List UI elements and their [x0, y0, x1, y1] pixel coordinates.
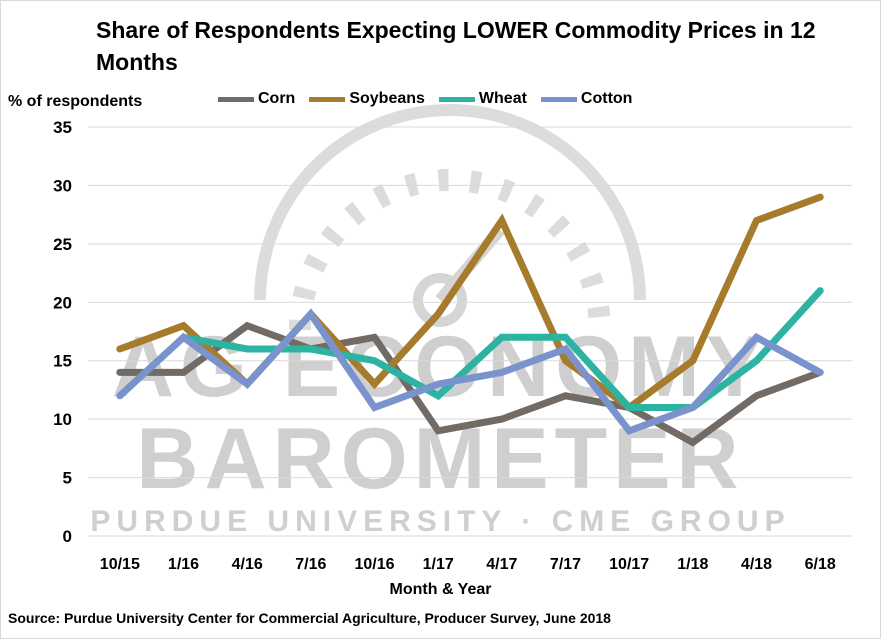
x-tick-label: 1/16 [168, 556, 199, 573]
y-axis-label: % of respondents [8, 93, 143, 110]
series-line-corn [116, 321, 824, 447]
y-tick-label: 30 [53, 176, 72, 195]
legend-swatch [438, 96, 475, 102]
x-tick-label: 4/16 [232, 556, 263, 573]
source-note: Source: Purdue University Center for Com… [8, 610, 611, 626]
y-tick-label: 5 [63, 469, 72, 488]
x-tick-label: 1/17 [423, 556, 454, 573]
series-line-wheat [180, 287, 824, 411]
legend-swatch [309, 96, 346, 102]
x-tick-label: 4/17 [486, 556, 517, 573]
x-tick-label: 4/18 [741, 556, 772, 573]
legend-swatch [540, 96, 577, 102]
y-tick-label: 10 [53, 410, 72, 429]
y-tick-label: 20 [53, 293, 72, 312]
x-tick-label: 7/16 [295, 556, 326, 573]
x-tick-label: 10/17 [609, 556, 649, 573]
legend-label: Soybeans [349, 90, 425, 107]
x-tick-label: 6/18 [805, 556, 836, 573]
legend-item-corn: Corn [218, 90, 295, 108]
y-tick-label: 15 [53, 352, 72, 371]
x-axis-label: Month & Year [389, 581, 492, 598]
x-tick-label: 10/15 [100, 556, 140, 573]
legend-item-cotton: Cotton [540, 90, 633, 108]
legend-label: Wheat [478, 90, 527, 107]
legend-label: Corn [258, 90, 296, 107]
y-tick-label: 25 [53, 235, 72, 254]
y-tick-label: 35 [53, 118, 72, 137]
y-tick-label: 0 [63, 527, 72, 546]
x-tick-label: 10/16 [354, 556, 394, 573]
legend-item-soybeans: Soybeans [309, 90, 425, 108]
x-tick-label: 1/18 [677, 556, 708, 573]
legend-item-wheat: Wheat [438, 90, 527, 108]
x-tick-label: 7/17 [550, 556, 581, 573]
legend: Corn Soybeans Wheat Cotton [218, 90, 632, 108]
legend-label: Cotton [580, 90, 633, 107]
chart-title: Share of Respondents Expecting LOWER Com… [96, 17, 816, 75]
legend-swatch [218, 96, 254, 102]
series-line-cotton [116, 308, 824, 435]
watermark-line3: PURDUE UNIVERSITY · CME GROUP [90, 505, 791, 538]
